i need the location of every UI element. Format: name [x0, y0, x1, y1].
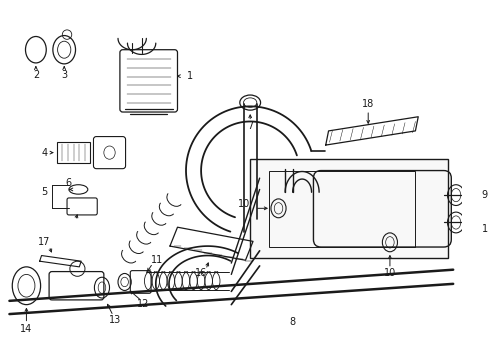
- Text: 8: 8: [289, 316, 295, 327]
- Text: 17: 17: [38, 237, 50, 247]
- Text: 4: 4: [41, 148, 47, 158]
- Text: 3: 3: [61, 70, 67, 80]
- Text: 5: 5: [41, 187, 47, 197]
- Text: 2: 2: [33, 70, 39, 80]
- Text: 6: 6: [66, 178, 72, 188]
- Bar: [57, 142, 89, 163]
- Text: 11: 11: [150, 255, 163, 265]
- Bar: [250, 159, 447, 258]
- Text: 15: 15: [481, 224, 488, 234]
- Text: 7: 7: [246, 121, 253, 131]
- Text: 14: 14: [20, 324, 33, 334]
- Text: 13: 13: [109, 315, 121, 325]
- Bar: [268, 171, 415, 247]
- Text: 10: 10: [383, 269, 395, 279]
- Text: 16: 16: [195, 267, 207, 278]
- Text: 18: 18: [361, 99, 374, 109]
- Text: 10: 10: [238, 199, 250, 208]
- Text: 9: 9: [481, 190, 487, 200]
- Text: 1: 1: [186, 71, 193, 81]
- Text: 12: 12: [137, 299, 149, 309]
